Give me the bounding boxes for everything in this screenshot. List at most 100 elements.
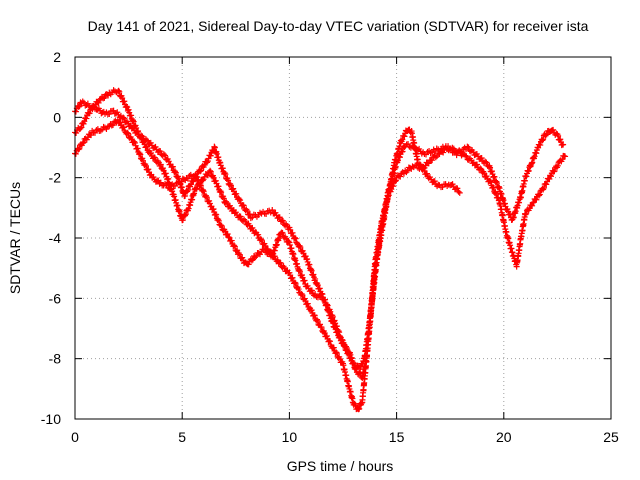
data-point — [193, 185, 200, 192]
data-point — [224, 230, 231, 237]
data-point — [215, 183, 222, 190]
data-point — [119, 95, 126, 102]
data-point — [72, 108, 79, 115]
data-point — [198, 167, 205, 174]
data-point — [120, 114, 127, 121]
data-point — [148, 150, 155, 157]
data-point — [125, 130, 132, 137]
data-point — [301, 277, 308, 284]
data-point — [331, 323, 338, 330]
y-tick-label: -2 — [49, 170, 62, 186]
data-point — [487, 178, 494, 184]
data-point — [217, 188, 224, 195]
data-point — [132, 139, 139, 146]
data-point — [184, 187, 191, 194]
data-point — [138, 132, 145, 139]
data-point — [96, 97, 103, 104]
data-point — [165, 158, 172, 165]
y-tick-label: 2 — [53, 49, 61, 65]
data-point — [292, 235, 299, 242]
data-point — [224, 200, 231, 207]
data-point — [130, 118, 137, 125]
data-point — [174, 174, 181, 181]
data-point — [105, 92, 112, 99]
data-point — [555, 132, 562, 139]
data-point — [311, 312, 318, 319]
data-point — [495, 194, 502, 201]
data-point — [343, 345, 350, 352]
data-point — [230, 185, 237, 192]
data-point — [79, 140, 86, 147]
data-point — [207, 152, 214, 159]
data-point — [245, 261, 252, 268]
data-point — [485, 163, 492, 170]
data-point — [252, 254, 259, 261]
data-point — [237, 197, 244, 204]
data-point — [333, 349, 340, 356]
y-tick-label: -10 — [41, 411, 61, 427]
data-point — [454, 185, 461, 192]
data-point — [152, 143, 159, 150]
data-point — [83, 115, 90, 122]
data-point — [537, 142, 544, 149]
data-points — [72, 87, 569, 413]
data-point — [231, 243, 238, 250]
data-point — [248, 257, 255, 264]
data-point — [83, 101, 90, 108]
x-tick-label: 20 — [496, 429, 512, 445]
data-point — [551, 168, 558, 175]
data-point — [123, 103, 130, 110]
data-point — [253, 253, 260, 260]
data-point — [312, 275, 319, 282]
data-point — [172, 168, 179, 175]
data-point — [125, 106, 132, 113]
data-point — [489, 184, 496, 191]
data-point — [334, 329, 341, 336]
data-point — [72, 150, 79, 157]
data-point — [279, 217, 286, 224]
data-point — [483, 159, 490, 166]
data-point — [86, 110, 93, 117]
data-point — [195, 177, 202, 184]
data-point — [169, 163, 176, 170]
data-point — [179, 217, 186, 224]
data-point — [80, 139, 87, 146]
data-point — [225, 177, 232, 184]
data-point — [244, 208, 251, 215]
data-point — [204, 159, 211, 166]
series-pass-3 — [72, 116, 569, 382]
data-point — [285, 238, 292, 245]
data-point — [296, 242, 303, 249]
data-point — [151, 154, 158, 161]
data-point — [550, 126, 557, 133]
data-point — [314, 282, 321, 289]
data-point — [272, 209, 279, 216]
data-point — [463, 153, 470, 160]
x-tick-label: 25 — [603, 429, 619, 445]
data-point — [326, 338, 333, 345]
data-point — [495, 197, 502, 204]
series-pass-1 — [72, 87, 463, 413]
data-point — [493, 191, 500, 198]
data-point — [223, 198, 230, 205]
data-point — [75, 103, 82, 110]
data-point — [232, 209, 239, 216]
data-point — [73, 129, 80, 136]
data-point — [533, 196, 540, 203]
data-point — [199, 186, 206, 193]
data-point — [488, 168, 495, 175]
data-point — [483, 173, 490, 180]
data-point — [237, 213, 244, 220]
data-point — [206, 197, 213, 204]
data-point — [358, 400, 365, 407]
x-tick-label: 0 — [71, 429, 79, 445]
x-axis-label: GPS time / hours — [287, 458, 394, 474]
data-point — [231, 242, 238, 249]
data-point — [554, 162, 561, 169]
data-point — [456, 147, 463, 154]
x-tick-label: 5 — [178, 429, 186, 445]
data-point — [207, 167, 214, 174]
data-point — [477, 165, 484, 172]
data-point — [197, 181, 204, 188]
data-point — [399, 136, 406, 143]
